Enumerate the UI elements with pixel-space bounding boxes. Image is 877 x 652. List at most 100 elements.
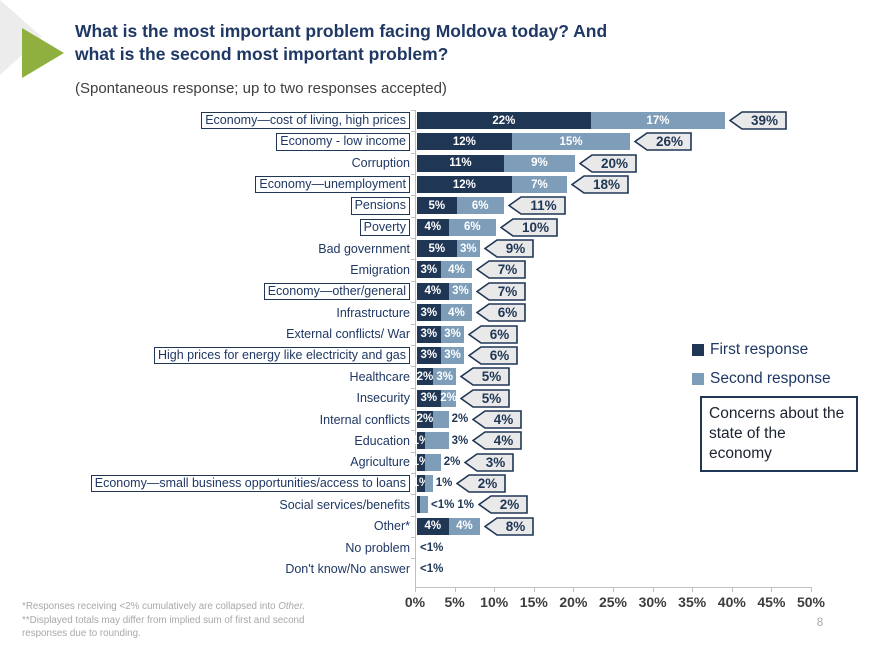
row-label-box: Economy - low income — [276, 133, 410, 151]
x-axis-tick-label: 50% — [796, 594, 826, 610]
footnote-2: **Displayed totals may differ from impli… — [22, 614, 305, 640]
first-response-bar: 4% — [417, 218, 449, 236]
chart-row: Economy—small business opportunities/acc… — [0, 473, 877, 494]
row-label: Emigration — [350, 263, 410, 278]
row-label: Economy—small business opportunities/acc… — [0, 473, 410, 494]
total-arrow: 11% — [507, 196, 566, 216]
first-response-bar: 4% — [417, 282, 449, 300]
bar-area: 5% 3% 9% — [417, 239, 534, 258]
total-value: 2% — [500, 497, 520, 512]
footnote-1: *Responses receiving <2% cumulatively ar… — [22, 601, 279, 612]
x-axis-tick-label: 20% — [559, 594, 588, 610]
chart-row: Economy—unemployment 12% 7% 18% — [0, 174, 877, 195]
first-response-bar: 11% — [417, 154, 504, 172]
row-label: Agriculture — [350, 455, 410, 470]
second-response-value: 2% — [451, 413, 469, 426]
x-axis-tick-label: 25% — [598, 594, 628, 610]
chart-row: No problem <1% — [0, 537, 877, 558]
x-axis-tick — [415, 587, 416, 592]
page-number: 8 — [816, 617, 824, 629]
total-value: 20% — [601, 156, 628, 171]
x-axis-tick-label: 0% — [404, 594, 426, 610]
bar-area: 4% 6% 10% — [417, 217, 558, 237]
total-value: 6% — [490, 327, 510, 342]
chart-row: Economy—other/general 4% 3% 7% — [0, 281, 877, 302]
row-label-box: Economy—small business opportunities/acc… — [90, 474, 410, 493]
stacked-bar-chart: Economy—cost of living, high prices 22% 17… — [0, 110, 877, 588]
total-value: 10% — [522, 220, 549, 235]
category-tick — [411, 195, 415, 197]
x-axis-tick-label: 40% — [717, 594, 746, 610]
second-response-swatch-icon — [692, 373, 704, 385]
row-label: Don't know/No answer — [285, 562, 410, 577]
x-axis-tick — [692, 587, 694, 592]
total-value: 4% — [494, 433, 514, 448]
total-value: 6% — [498, 305, 518, 320]
first-response-bar: 2% — [417, 410, 433, 428]
category-axis-line — [415, 110, 416, 587]
first-response-bar — [417, 496, 421, 514]
first-response-bar: 12% — [417, 133, 512, 151]
first-response-value: <1% — [420, 541, 444, 554]
total-value: 5% — [482, 369, 502, 384]
bar-area: 12% 15% 26% — [417, 132, 693, 152]
row-label: Other* — [373, 519, 410, 534]
x-axis-tick — [613, 587, 614, 592]
chart-row: Poverty 4% 6% 10% — [0, 217, 877, 238]
legend-label-second: Second response — [710, 370, 831, 387]
row-label: External conflicts/ War — [286, 327, 410, 342]
bar-area: 4% 4% 8% — [417, 516, 534, 536]
first-response-value: <1% — [431, 498, 455, 511]
chart-row: Internal conflicts 2% 2% 4% — [0, 409, 877, 430]
chart-legend: First response Second response — [692, 341, 831, 399]
first-response-bar: 22% — [417, 112, 591, 129]
second-response-bar: 3% — [440, 346, 465, 364]
total-arrow: 7% — [476, 281, 527, 301]
bar-area: <1% — [417, 539, 443, 556]
first-response-swatch-icon — [692, 344, 704, 356]
row-label: Corruption — [351, 156, 410, 171]
first-response-bar: 1% — [413, 474, 429, 492]
second-response-bar: 7% — [511, 176, 568, 194]
bar-area: 11% 9% 20% — [417, 153, 637, 173]
chart-row: Pensions 5% 6% 11% — [0, 195, 877, 216]
first-response-value: <1% — [420, 562, 444, 575]
slide-accent-triangles-icon — [0, 0, 64, 78]
category-tick — [411, 344, 415, 346]
category-tick — [411, 152, 415, 154]
total-arrow: 8% — [484, 516, 534, 536]
total-value: 8% — [506, 519, 526, 534]
category-tick — [411, 216, 415, 218]
x-axis-tick-label: 15% — [519, 594, 548, 610]
first-response-bar: 3% — [417, 261, 441, 279]
total-arrow: 6% — [468, 346, 519, 365]
chart-row: Education 1% 3% 4% — [0, 430, 877, 451]
total-arrow: 6% — [476, 303, 527, 322]
x-axis-tick — [533, 587, 535, 592]
total-arrow: 5% — [460, 367, 511, 386]
category-tick — [411, 323, 415, 325]
total-value: 6% — [490, 348, 510, 363]
second-response-bar — [432, 410, 449, 428]
first-response-bar: 12% — [417, 176, 512, 194]
bar-area: <1% 1% 2% — [417, 495, 528, 515]
total-arrow: 26% — [634, 132, 693, 152]
total-value: 4% — [494, 412, 514, 427]
bar-area: <1% — [417, 560, 443, 577]
category-tick — [411, 451, 415, 453]
category-tick — [411, 131, 415, 133]
row-label: Poverty — [0, 217, 410, 238]
total-arrow: 9% — [484, 239, 534, 258]
category-tick — [411, 259, 415, 261]
second-response-bar: 3% — [440, 325, 465, 343]
category-tick — [411, 537, 415, 538]
chart-row: Social services/benefits <1% 1% 2% — [0, 494, 877, 515]
bar-area: 3% 4% 7% — [417, 260, 527, 280]
row-label: Economy - low income — [0, 131, 410, 152]
bar-area: 3% 3% 6% — [417, 324, 519, 344]
x-axis-tick-label: 30% — [638, 594, 667, 610]
second-response-bar: 4% — [440, 304, 473, 322]
first-response-bar: 4% — [417, 517, 449, 535]
total-arrow: 2% — [478, 495, 528, 515]
row-label-box: High prices for energy like electricity … — [153, 346, 410, 365]
